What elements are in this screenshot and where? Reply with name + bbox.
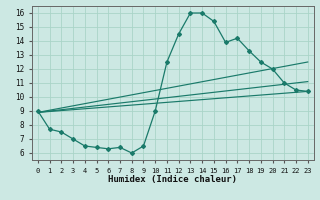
X-axis label: Humidex (Indice chaleur): Humidex (Indice chaleur) <box>108 175 237 184</box>
